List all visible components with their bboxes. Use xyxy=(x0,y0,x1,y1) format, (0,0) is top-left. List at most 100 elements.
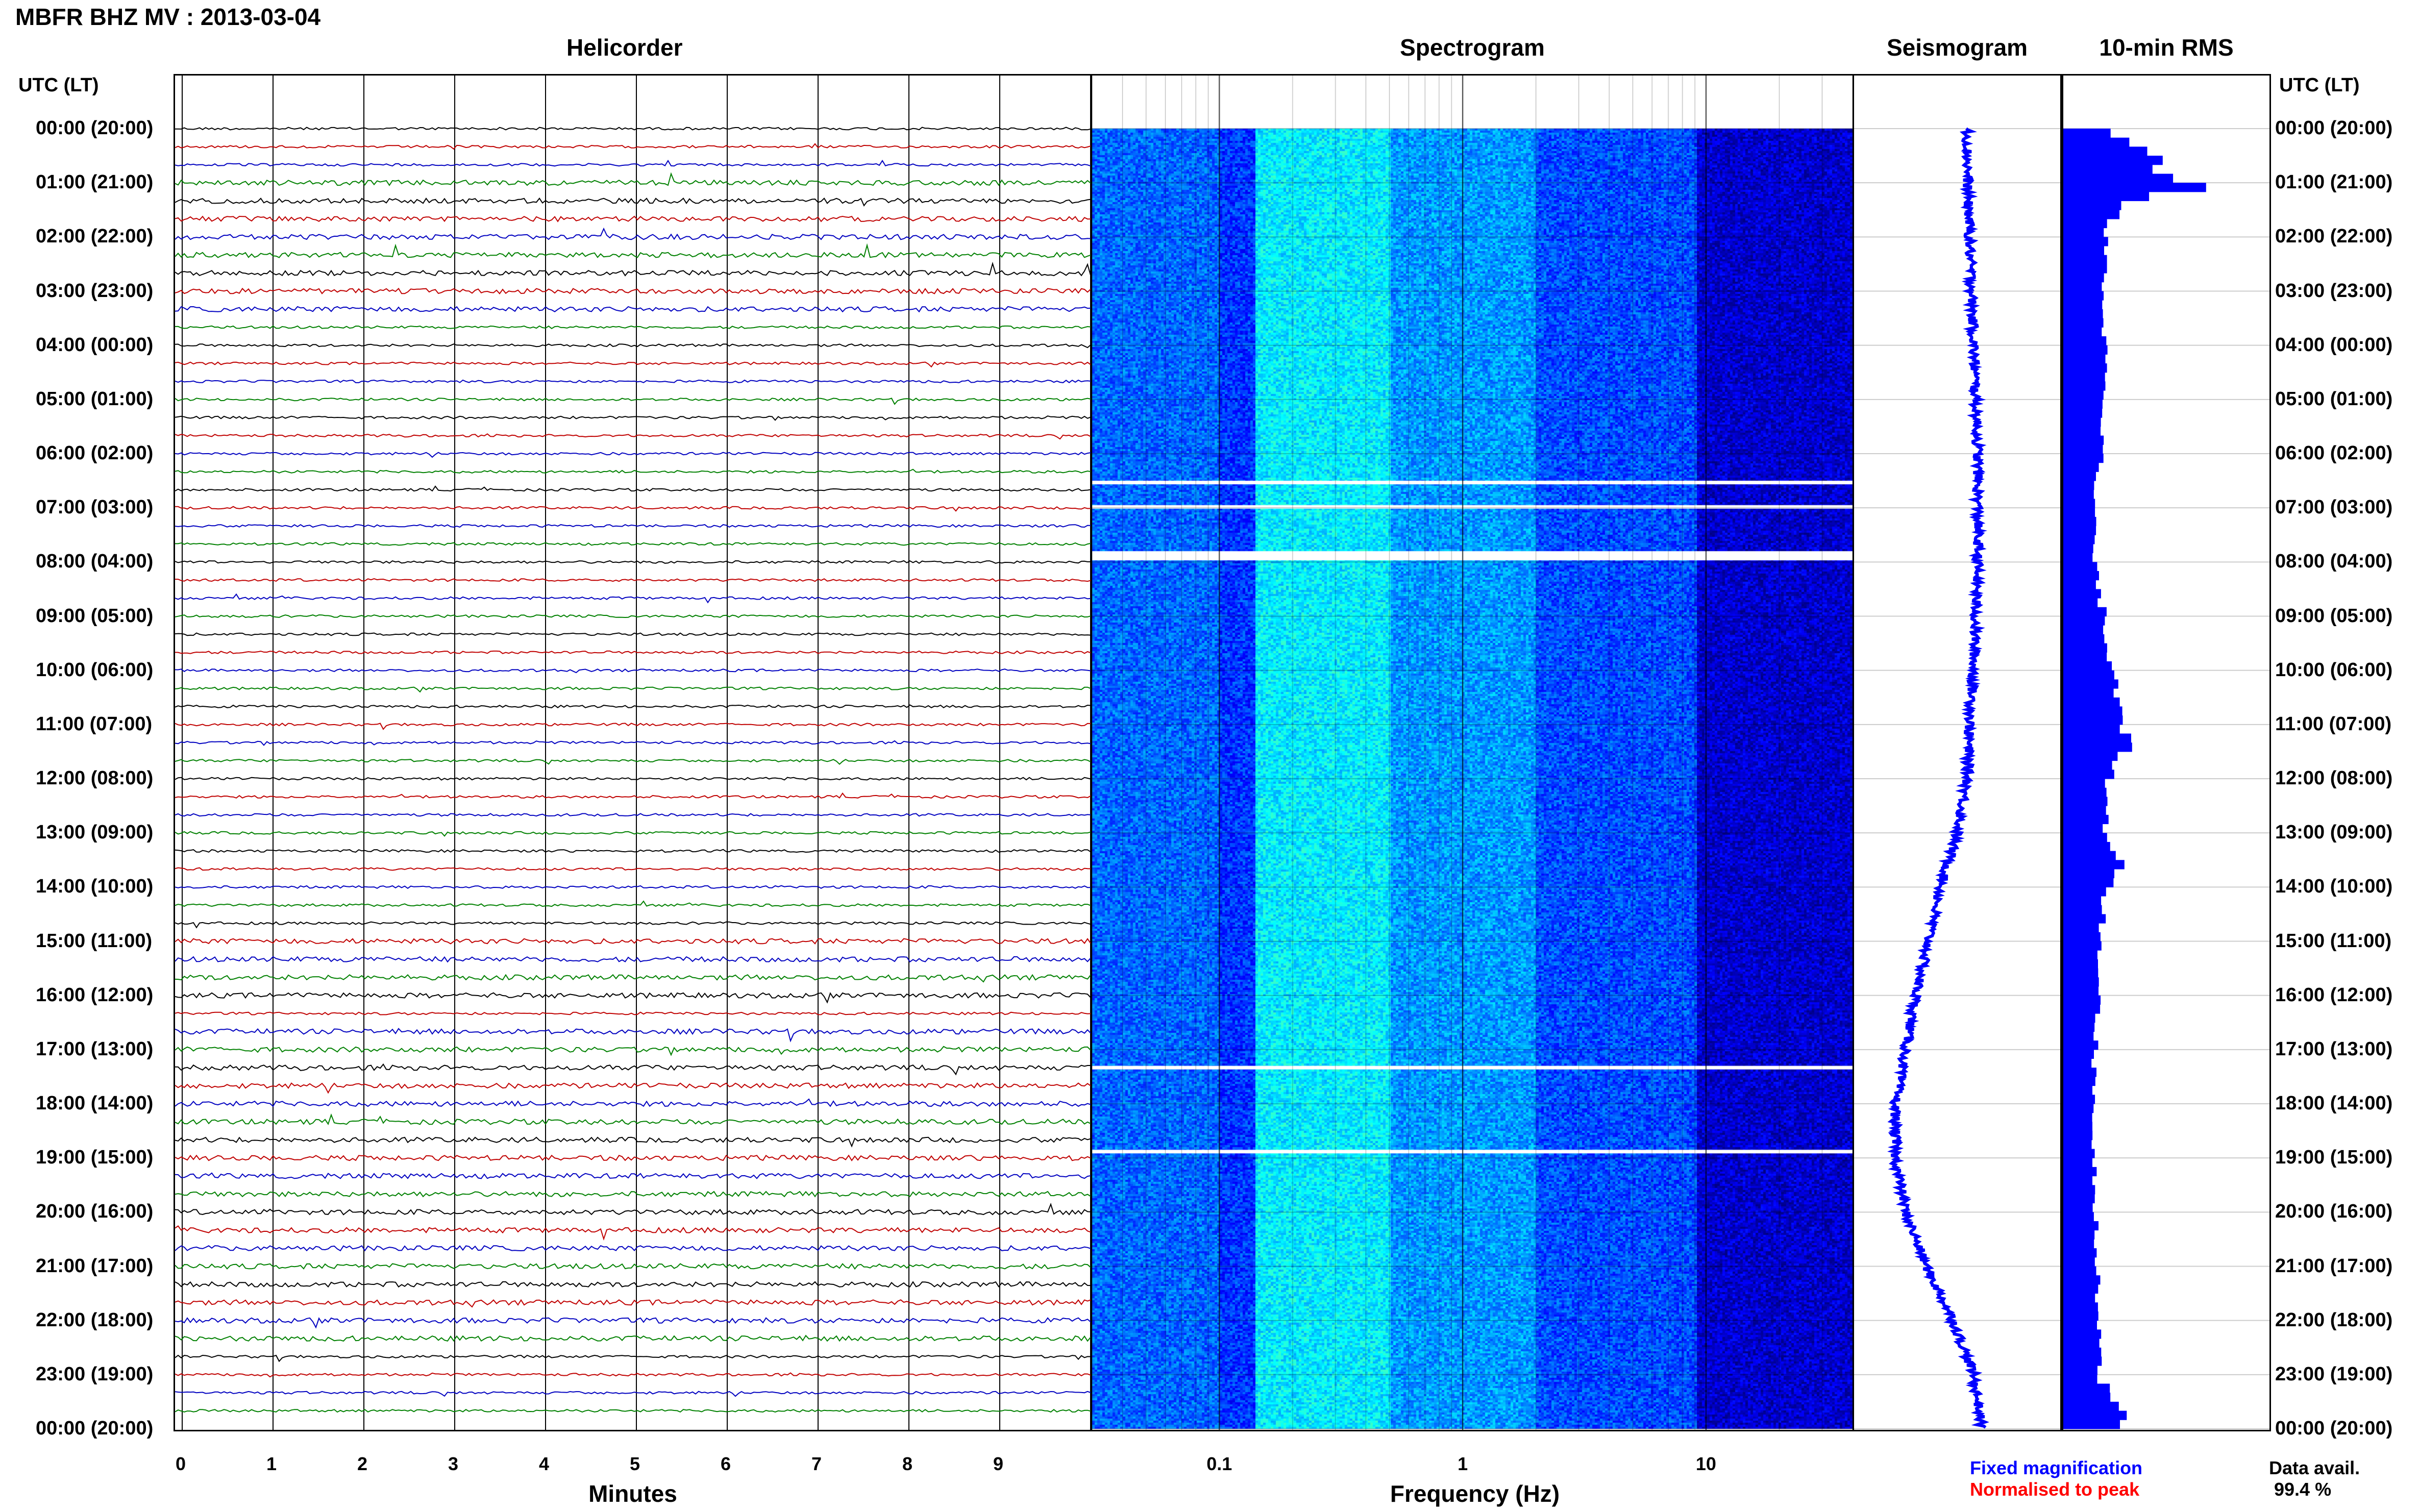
helicorder-trace xyxy=(175,306,1091,313)
helicorder-tick-label: 3 xyxy=(448,1453,459,1474)
rms-bar xyxy=(2063,291,2104,301)
hour-label-right: 09:00 (05:00) xyxy=(2275,605,2393,627)
rms-bar xyxy=(2063,372,2105,382)
rms-bar xyxy=(2063,508,2095,517)
rms-bar xyxy=(2063,1420,2120,1429)
helicorder-trace xyxy=(175,1299,1091,1308)
rms-bar xyxy=(2063,526,2096,535)
helicorder-trace xyxy=(175,956,1091,963)
hour-label-left: 16:00 (12:00) xyxy=(36,984,154,1006)
rms-bar xyxy=(2063,625,2104,635)
rms-bar xyxy=(2063,444,2103,454)
seismogram-trace xyxy=(1887,127,1989,1429)
rms-bar xyxy=(2063,1031,2094,1041)
hour-label-right: 12:00 (08:00) xyxy=(2275,767,2393,789)
helicorder-trace xyxy=(175,287,1091,294)
helicorder-trace xyxy=(175,938,1091,945)
rms-bar xyxy=(2063,715,2123,725)
rms-bar xyxy=(2063,724,2120,734)
rms-bar xyxy=(2063,1049,2094,1059)
helicorder-trace xyxy=(175,1317,1091,1329)
rms-bar xyxy=(2063,129,2111,138)
hour-label-left: 06:00 (02:00) xyxy=(36,442,154,464)
helicorder-trace xyxy=(175,261,1091,277)
spectrogram-title: Spectrogram xyxy=(1400,34,1545,61)
hour-label-right: 21:00 (17:00) xyxy=(2275,1255,2393,1277)
rms-title: 10-min RMS xyxy=(2099,34,2234,61)
helicorder-trace xyxy=(175,758,1091,765)
hour-label-right: 06:00 (02:00) xyxy=(2275,442,2393,464)
helicorder-tick-label: 7 xyxy=(811,1453,822,1474)
helicorder-trace xyxy=(175,723,1091,730)
rms-bar xyxy=(2063,1347,2102,1357)
rms-bar xyxy=(2063,264,2107,274)
helicorder-trace xyxy=(175,831,1091,837)
helicorder-trace xyxy=(175,792,1091,799)
helicorder-trace xyxy=(175,1203,1091,1216)
rms-bar xyxy=(2063,1366,2097,1375)
rms-bar xyxy=(2063,751,2118,761)
hour-label-left: 01:00 (21:00) xyxy=(36,171,154,193)
data-avail-label: Data avail. xyxy=(2269,1457,2360,1478)
helicorder-trace xyxy=(175,578,1091,582)
hour-label-right: 18:00 (14:00) xyxy=(2275,1093,2393,1114)
rms-bar xyxy=(2063,1004,2101,1014)
rms-bar xyxy=(2063,1058,2092,1068)
rms-bar xyxy=(2063,1320,2097,1330)
rms-bar xyxy=(2063,797,2108,806)
helicorder-trace xyxy=(175,524,1091,528)
helicorder-tick-label: 0 xyxy=(175,1453,186,1474)
helicorder-tick-label: 8 xyxy=(902,1453,913,1474)
helicorder-trace xyxy=(175,992,1091,1004)
rms-bar xyxy=(2063,336,2107,346)
helicorder-trace xyxy=(175,849,1091,853)
rms-bar xyxy=(2063,1139,2092,1149)
tz-label-right: UTC (LT) xyxy=(2279,75,2360,96)
rms-bar xyxy=(2063,1401,2119,1411)
rms-bar xyxy=(2063,616,2105,626)
helicorder-trace xyxy=(175,468,1091,474)
rms-bar xyxy=(2063,146,2148,156)
helicorder-trace xyxy=(175,215,1091,222)
rms-bar xyxy=(2063,1076,2095,1086)
rms-bar xyxy=(2063,1185,2095,1195)
spectrogram-tick-label: 10 xyxy=(1695,1453,1716,1474)
helicorder-trace xyxy=(175,197,1091,207)
rms-bar xyxy=(2063,733,2131,743)
rms-bar xyxy=(2063,535,2095,544)
helicorder-trace xyxy=(175,1191,1091,1198)
rms-bar xyxy=(2063,652,2107,662)
rms-bar xyxy=(2063,1122,2092,1131)
helicorder-trace xyxy=(175,227,1091,240)
helicorder-trace xyxy=(175,686,1091,693)
helicorder-trace xyxy=(175,1281,1091,1288)
helicorder-xlabel: Minutes xyxy=(588,1480,677,1507)
helicorder-trace xyxy=(175,397,1091,405)
rms-bar xyxy=(2063,191,2150,202)
hour-label-right: 05:00 (01:00) xyxy=(2275,388,2393,410)
hour-label-right: 10:00 (06:00) xyxy=(2275,659,2393,681)
helicorder-trace xyxy=(175,379,1091,384)
rms-bar xyxy=(2063,300,2103,310)
rms-bar xyxy=(2063,1393,2111,1402)
rms-bar xyxy=(2063,1293,2095,1303)
helicorder-trace xyxy=(175,1028,1091,1043)
rms-bar xyxy=(2063,1085,2092,1095)
helicorder-trace xyxy=(175,1098,1091,1107)
rms-bar xyxy=(2063,255,2107,264)
rms-bar xyxy=(2063,1284,2099,1294)
rms-bar xyxy=(2063,1329,2102,1339)
seismogram-plot xyxy=(1854,127,2060,1429)
helicorder-trace xyxy=(175,560,1091,564)
helicorder-trace xyxy=(175,813,1091,817)
rms-bar xyxy=(2063,516,2096,527)
rms-bar xyxy=(2063,1149,2095,1158)
rms-bar xyxy=(2063,1383,2110,1393)
rms-bar xyxy=(2063,914,2106,924)
rms-bar xyxy=(2063,923,2099,933)
normalised-to-peak-note: Normalised to peak xyxy=(1970,1479,2140,1500)
helicorder-trace xyxy=(175,1225,1091,1241)
helicorder-trace xyxy=(175,1113,1091,1125)
rms-bar xyxy=(2063,1104,2094,1113)
hour-label-right: 14:00 (10:00) xyxy=(2275,876,2393,898)
